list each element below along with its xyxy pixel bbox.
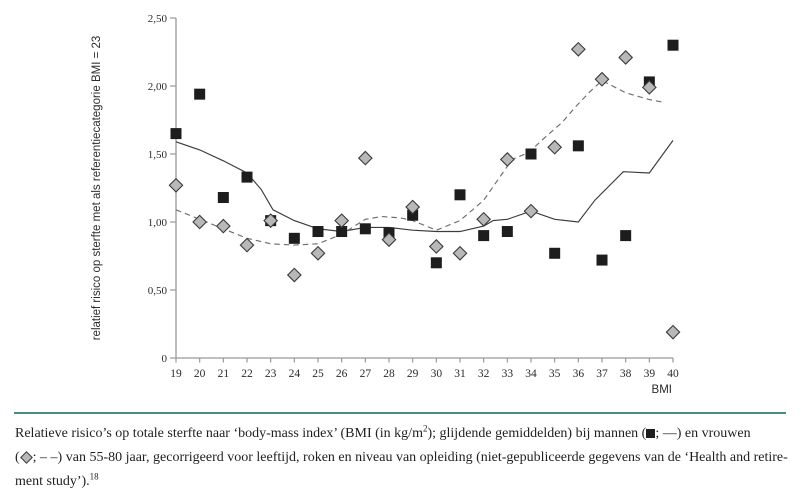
x-tick-label: 25 xyxy=(312,368,324,380)
y-tick-label: 2,00 xyxy=(148,81,168,93)
data-point-vrouwen xyxy=(499,152,515,167)
x-tick-label: 21 xyxy=(218,368,230,380)
data-point-mannen xyxy=(572,140,584,152)
x-tick-label: 20 xyxy=(194,368,206,380)
x-tick-label: 26 xyxy=(336,368,348,380)
y-tick-label: 0,50 xyxy=(148,285,168,297)
x-tick-label: 37 xyxy=(596,368,608,380)
data-point-vrouwen xyxy=(168,177,184,193)
caption-line: ( ; – –) van 55-80 jaar, gecorrigeerd voo… xyxy=(15,446,788,470)
x-tick-label: 39 xyxy=(644,368,656,380)
data-point-mannen xyxy=(336,226,348,238)
x-axis-title: BMI xyxy=(652,384,672,396)
data-point-mannen xyxy=(241,171,253,183)
x-tick-label: 27 xyxy=(360,368,372,380)
data-point-vrouwen xyxy=(594,71,610,87)
data-point-vrouwen xyxy=(215,218,231,234)
x-tick-label: 30 xyxy=(431,368,443,380)
caption-text: ; —) en vrouwen xyxy=(655,426,751,441)
x-tick-label: 29 xyxy=(407,368,419,380)
figure-caption: Relatieve risico’s op totale sterfte naa… xyxy=(15,422,788,494)
caption-superscript: 2 xyxy=(422,423,428,434)
x-tick-label: 40 xyxy=(667,368,679,380)
data-point-vrouwen xyxy=(523,203,539,219)
x-tick-label: 34 xyxy=(525,368,537,380)
bmi-mortality-chart: 0 0,50 1,00 1,50 2,00 2,50 19 20 21 22 23 24 25 26 27 2… xyxy=(91,13,681,396)
data-point-mannen xyxy=(359,223,371,235)
x-tick-label: 31 xyxy=(454,368,466,380)
caption-line: Relatieve risico’s op totale sterfte naa… xyxy=(15,422,785,446)
caption-text: ment study’). xyxy=(15,474,90,489)
data-point-mannen xyxy=(430,257,442,269)
data-point-vrouwen xyxy=(641,79,657,95)
trend-line-vrouwen xyxy=(175,79,664,246)
data-point-mannen xyxy=(454,189,466,201)
data-point-mannen xyxy=(478,230,490,242)
data-point-vrouwen xyxy=(547,139,563,155)
data-point-vrouwen xyxy=(665,324,681,340)
data-point-vrouwen xyxy=(381,232,397,248)
data-point-mannen xyxy=(194,88,206,100)
data-point-vrouwen xyxy=(192,214,208,230)
data-point-vrouwen xyxy=(310,245,326,261)
x-tick-label: 32 xyxy=(478,368,490,380)
data-point-mannen xyxy=(549,247,561,259)
y-tick-label: 2,50 xyxy=(148,13,168,25)
caption-text: ( xyxy=(15,450,20,465)
y-tick-label: 0 xyxy=(162,353,168,365)
data-point-mannen xyxy=(525,148,537,160)
data-point-mannen xyxy=(288,232,300,244)
data-point-vrouwen xyxy=(476,211,492,227)
x-tick-label: 38 xyxy=(620,368,632,380)
data-point-mannen xyxy=(312,226,324,238)
x-tick-label: 28 xyxy=(383,368,395,380)
data-point-mannen xyxy=(501,226,513,238)
trend-line-mannen xyxy=(175,140,674,233)
x-tick-label: 35 xyxy=(549,368,561,380)
y-tick-label: 1,50 xyxy=(148,149,168,161)
data-point-vrouwen xyxy=(405,199,421,215)
data-point-vrouwen xyxy=(618,50,634,65)
x-tick-label: 33 xyxy=(502,368,514,380)
data-point-mannen xyxy=(407,209,419,221)
data-point-vrouwen xyxy=(357,150,373,166)
data-point-mannen xyxy=(170,128,182,140)
data-point-vrouwen xyxy=(570,41,586,57)
data-point-mannen xyxy=(620,230,632,242)
x-tick-label: 24 xyxy=(289,368,301,380)
caption-text: Relatieve risico’s op totale sterfte naa… xyxy=(15,426,423,441)
data-point-mannen xyxy=(596,254,608,266)
y-tick-label: 1,00 xyxy=(148,217,168,229)
data-point-vrouwen xyxy=(452,245,468,261)
x-tick-label: 36 xyxy=(573,368,585,380)
data-point-vrouwen xyxy=(334,213,350,229)
x-tick-label: 22 xyxy=(241,368,253,380)
data-point-vrouwen xyxy=(286,267,302,283)
data-point-vrouwen xyxy=(239,237,255,253)
caption-text: ); glijdende gemiddelden) bij mannen ( xyxy=(427,426,647,441)
caption-line: ment study’).18 xyxy=(15,470,785,494)
caption-text: ; – –) van 55-80 jaar, gecorrigeerd voor… xyxy=(32,450,788,465)
data-point-vrouwen xyxy=(428,239,444,254)
y-axis-title: relatief risico op sterfte met als refer… xyxy=(91,36,103,341)
caption-divider xyxy=(14,412,786,414)
caption-superscript: 18 xyxy=(89,471,99,482)
legend-diamond-icon xyxy=(19,451,33,464)
x-tick-label: 23 xyxy=(265,368,277,380)
data-point-mannen xyxy=(217,192,229,204)
x-tick-label: 19 xyxy=(170,368,182,380)
data-point-vrouwen xyxy=(263,213,279,229)
data-point-mannen xyxy=(667,39,679,51)
legend-square-icon xyxy=(646,429,656,438)
